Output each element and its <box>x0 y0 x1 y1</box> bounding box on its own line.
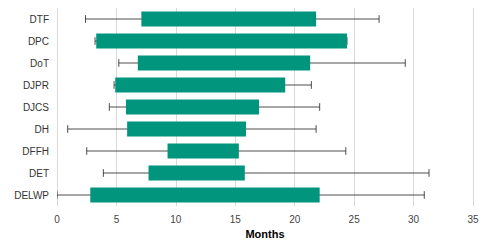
svg-text:DFFH: DFFH <box>22 146 49 157</box>
svg-text:30: 30 <box>408 214 420 225</box>
svg-text:15: 15 <box>230 214 242 225</box>
svg-text:DoT: DoT <box>30 58 49 69</box>
svg-text:DJPR: DJPR <box>23 80 49 91</box>
svg-text:10: 10 <box>170 214 182 225</box>
svg-text:25: 25 <box>349 214 361 225</box>
svg-text:DPC: DPC <box>28 36 49 47</box>
svg-text:20: 20 <box>289 214 301 225</box>
svg-text:35: 35 <box>467 214 479 225</box>
svg-text:DELWP: DELWP <box>14 190 49 201</box>
svg-text:DJCS: DJCS <box>23 102 49 113</box>
svg-text:0: 0 <box>54 214 60 225</box>
svg-text:DTF: DTF <box>30 14 49 25</box>
svg-text:DET: DET <box>29 168 49 179</box>
svg-text:DH: DH <box>35 124 49 135</box>
svg-text:5: 5 <box>114 214 120 225</box>
svg-text:Months: Months <box>245 228 284 240</box>
